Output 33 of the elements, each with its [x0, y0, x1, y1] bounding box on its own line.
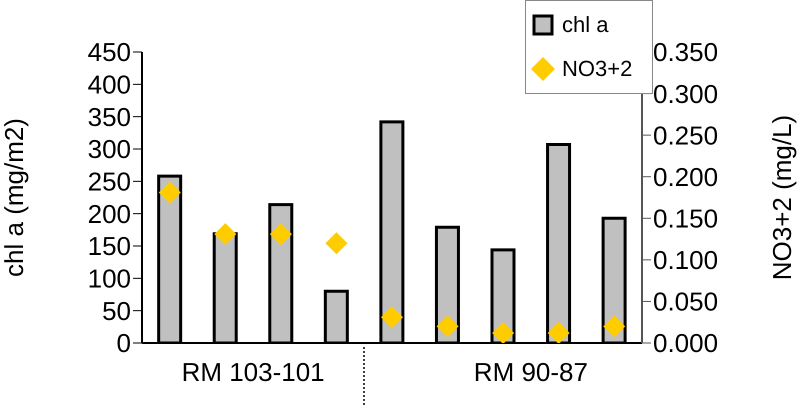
- y-tick-label: 400: [88, 70, 131, 100]
- point: [270, 223, 292, 246]
- y2-tick-label: 0.350: [653, 37, 718, 68]
- y-tick-label: 450: [88, 37, 131, 68]
- point: [325, 232, 348, 254]
- y2-axis-title: NO3+2 (mg/L): [767, 114, 798, 280]
- y2-tick-label: 0.050: [653, 286, 718, 317]
- point: [214, 223, 236, 246]
- y-tick-label: 50: [102, 296, 131, 326]
- point: [492, 322, 514, 343]
- y-tick-label: 300: [88, 134, 131, 164]
- y-axis-title: chl a (mg/m2): [0, 118, 30, 277]
- y2-tick-label: 0.250: [653, 120, 718, 150]
- point: [158, 182, 181, 204]
- legend-label: NO3+2: [562, 56, 632, 82]
- y2-tick-label: 0.300: [653, 78, 718, 109]
- y2-tick-label: 0.150: [653, 204, 718, 234]
- text: RM 90-87: [472, 357, 589, 388]
- y2-tick-label: 0.000: [653, 328, 718, 358]
- text: RM 103-101: [180, 357, 326, 388]
- y2-tick-label: 0.100: [653, 245, 718, 276]
- point: [603, 315, 626, 338]
- point: [436, 315, 459, 338]
- y2-tick-label: 0.200: [653, 162, 718, 192]
- y-tick-label: 200: [88, 198, 131, 229]
- y-tick-label: 150: [88, 231, 131, 262]
- point: [548, 322, 570, 343]
- legend-label: chl a: [562, 12, 608, 38]
- y-tick-label: 250: [88, 166, 131, 197]
- y-tick-label: 350: [88, 102, 131, 132]
- y-tick-label: 100: [88, 264, 131, 294]
- point: [381, 306, 403, 328]
- y-tick-label: 0: [116, 328, 131, 358]
